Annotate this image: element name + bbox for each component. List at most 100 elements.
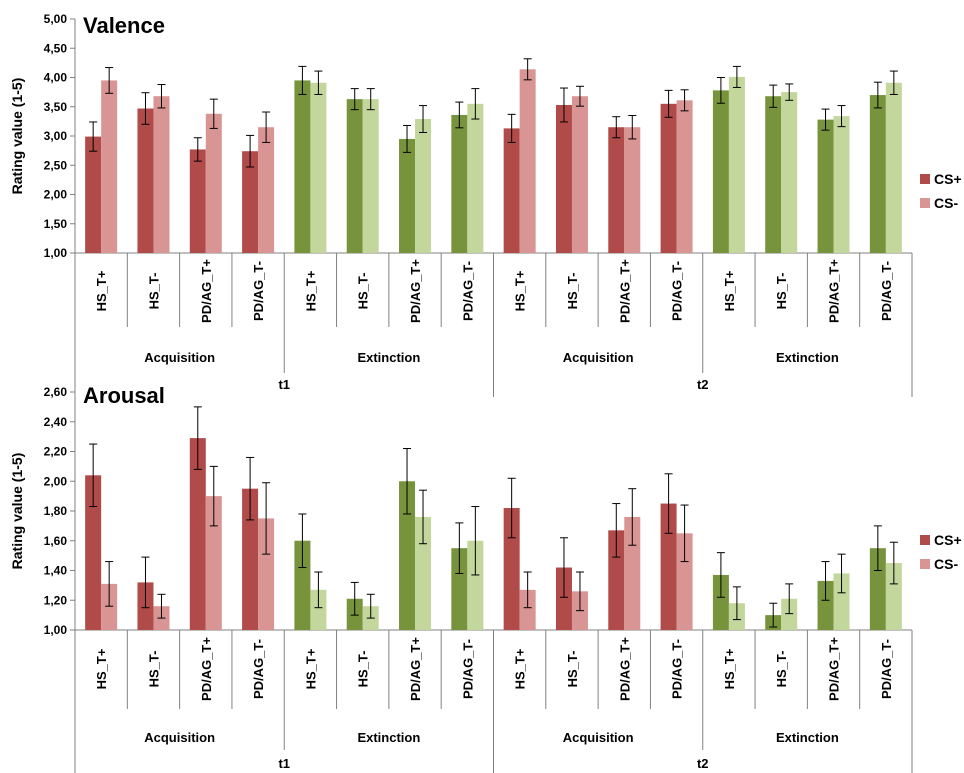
bar-cs-plus xyxy=(189,438,206,630)
bar-cs-minus xyxy=(833,573,850,630)
x-tick-label: HS_T- xyxy=(146,273,161,310)
group-label: Acquisition xyxy=(144,730,215,745)
bar-cs-plus xyxy=(817,119,834,254)
bar-cs-minus xyxy=(415,119,432,253)
x-tick-label: PD/AG_T+ xyxy=(617,637,632,701)
supergroup-label: t1 xyxy=(278,756,290,771)
x-tick-label: PD/AG_T- xyxy=(879,261,894,321)
bar-cs-plus xyxy=(660,103,677,253)
y-tick-label: 2,00 xyxy=(44,188,68,202)
x-tick-label: HS_T+ xyxy=(722,648,737,689)
bar-cs-plus xyxy=(503,508,520,630)
x-tick-label: HS_T+ xyxy=(94,270,109,311)
bar-cs-plus xyxy=(712,574,729,630)
x-tick-label: HS_T+ xyxy=(513,648,528,689)
bar-cs-plus xyxy=(399,138,416,253)
bar-cs-minus xyxy=(467,540,484,630)
x-tick-label: PD/AG_T+ xyxy=(199,637,214,701)
bar-cs-plus xyxy=(85,475,102,630)
y-tick-label: 2,00 xyxy=(44,474,68,488)
y-tick-label: 2,20 xyxy=(44,445,68,459)
x-tick-label: PD/AG_T+ xyxy=(617,259,632,323)
bar-cs-minus xyxy=(153,96,170,253)
bar-cs-minus xyxy=(205,113,222,254)
x-tick-label: PD/AG_T+ xyxy=(408,259,423,323)
x-tick-label: PD/AG_T- xyxy=(460,261,475,321)
y-tick-label: 4,00 xyxy=(44,71,68,85)
x-tick-label: HS_T- xyxy=(356,651,371,688)
chart-arousal: Arousal Rating value (1-5) 1,00 1,20 1,40 1,6… xyxy=(9,383,962,773)
group-label: Acquisition xyxy=(563,350,634,365)
bar-cs-minus xyxy=(310,82,327,253)
x-tick-label: PD/AG_T- xyxy=(879,639,894,699)
x-tick-label: PD/AG_T+ xyxy=(408,637,423,701)
bar-cs-minus xyxy=(101,80,118,253)
x-tick-label: HS_T- xyxy=(565,651,580,688)
bar-cs-minus xyxy=(833,116,850,253)
bar-cs-minus xyxy=(571,96,588,253)
chart-title: Valence xyxy=(83,13,165,38)
x-tick-label: PD/AG_T+ xyxy=(199,259,214,323)
supergroup-label: t1 xyxy=(278,377,290,392)
y-tick-label: 2,50 xyxy=(44,158,68,172)
legend-label: CS+ xyxy=(934,532,962,548)
bar-cs-plus xyxy=(869,95,886,253)
y-axis-label: Rating value (1-5) xyxy=(9,453,25,570)
bar-cs-plus xyxy=(555,104,572,254)
x-tick-label: PD/AG_T- xyxy=(251,639,266,699)
y-tick-label: 1,80 xyxy=(44,504,68,518)
bar-cs-minus xyxy=(781,598,798,630)
legend-swatch xyxy=(920,174,930,184)
x-tick-label: PD/AG_T- xyxy=(251,261,266,321)
bar-cs-minus xyxy=(519,589,536,630)
bar-cs-plus xyxy=(451,548,468,630)
group-label: Extinction xyxy=(776,350,839,365)
bar-cs-minus xyxy=(258,127,275,253)
legend-label: CS- xyxy=(934,556,958,572)
bar-cs-minus xyxy=(362,99,379,254)
y-tick-label: 1,60 xyxy=(44,534,68,548)
y-tick-label: 4,50 xyxy=(44,41,68,55)
x-tick-label: HS_T- xyxy=(565,273,580,310)
legend-label: CS+ xyxy=(934,171,962,187)
group-label: Extinction xyxy=(776,730,839,745)
bar-cs-minus xyxy=(676,100,693,253)
bar-cs-plus xyxy=(294,540,311,630)
y-tick-label: 1,40 xyxy=(44,564,68,578)
y-tick-label: 3,00 xyxy=(44,129,68,143)
x-tick-label: HS_T- xyxy=(356,273,371,310)
bar-cs-plus xyxy=(817,580,834,630)
legend-label: CS- xyxy=(934,195,958,211)
group-label: Extinction xyxy=(357,730,420,745)
bar-cs-plus xyxy=(869,548,886,630)
bar-cs-plus xyxy=(189,149,206,253)
bar-cs-plus xyxy=(765,96,782,253)
chart-valence: Valence Rating value (1-5) 1,00 1,50 2,00 2,5… xyxy=(9,12,962,397)
y-tick-label: 1,00 xyxy=(44,246,68,260)
y-tick-label: 3,50 xyxy=(44,100,68,114)
bar-cs-minus xyxy=(885,563,902,630)
group-label: Acquisition xyxy=(144,350,215,365)
y-tick-label: 1,20 xyxy=(44,593,68,607)
legend-swatch xyxy=(920,535,930,545)
bar-cs-minus xyxy=(101,583,118,630)
legend-swatch xyxy=(920,198,930,208)
x-tick-label: PD/AG_T- xyxy=(670,261,685,321)
bar-cs-plus xyxy=(399,481,416,630)
x-tick-label: HS_T+ xyxy=(303,270,318,311)
bar-cs-plus xyxy=(451,114,468,253)
bar-cs-minus xyxy=(205,496,222,630)
x-tick-label: HS_T+ xyxy=(303,648,318,689)
chart-title: Arousal xyxy=(83,383,165,408)
y-tick-label: 1,50 xyxy=(44,217,68,231)
x-tick-label: HS_T- xyxy=(774,273,789,310)
bar-cs-minus xyxy=(519,69,536,253)
x-tick-label: HS_T+ xyxy=(513,270,528,311)
bar-cs-minus xyxy=(467,103,484,253)
y-axis-label: Rating value (1-5) xyxy=(9,78,25,195)
bar-cs-plus xyxy=(503,128,520,253)
bar-cs-minus xyxy=(624,127,641,253)
bar-cs-minus xyxy=(885,82,902,253)
bar-cs-plus xyxy=(242,488,259,630)
